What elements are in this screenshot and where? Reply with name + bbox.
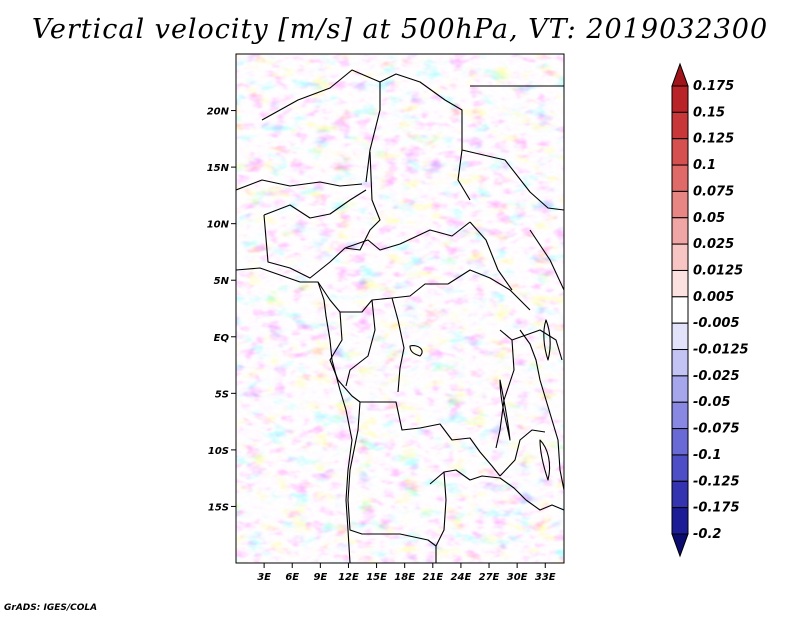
chart-title: Vertical velocity [m/s] at 500hPa, VT: 2… [31,14,769,45]
y-tick-label: 15S [208,502,229,513]
colorbar-cell [671,164,689,192]
colorbar-label: -0.125 [693,474,740,489]
map-panel [235,53,565,564]
colorbar-label: -0.05 [693,395,730,410]
colorbar-cell [671,85,689,113]
colorbar-label: 0.175 [693,79,734,94]
colorbar-cell [671,190,689,219]
y-tick-label: EQ [214,333,230,344]
colorbar-cell [671,401,689,430]
x-tick-label: 9E [313,572,327,583]
software-credit: GrADS: IGES/COLA [4,603,98,613]
x-tick-label: 24E [451,572,472,583]
colorbar-label: -0.005 [693,316,740,331]
colorbar-label: -0.2 [693,527,721,542]
colorbar-cell [671,62,689,87]
colorbar: 0.175 0.15 0.125 0.1 0.075 0.05 0.025 0.0125 0.0… [671,62,749,558]
colorbar-cell [671,138,689,166]
colorbar-label: 0.05 [693,211,725,226]
map-frame [235,53,565,564]
y-tick-label: 15N [207,163,230,174]
colorbar-label: 0.15 [693,105,725,120]
colorbar-cell [671,533,689,558]
x-tick-label: 3E [257,572,271,583]
x-tick-label: 30E [507,572,528,583]
x-tick-label: 12E [338,572,359,583]
colorbar-label: 0.125 [693,132,734,147]
colorbar-cell [671,322,689,351]
colorbar-label: -0.025 [693,369,740,384]
colorbar-label: 0.075 [693,184,734,199]
colorbar-label: 0.025 [693,237,734,252]
y-tick-label: 10S [208,446,229,457]
y-tick-label: 20N [207,107,230,118]
colorbar-cell [671,296,689,324]
x-tick-label: 6E [285,572,299,583]
x-tick-label: 18E [394,572,415,583]
colorbar-cell [671,269,689,298]
colorbar-cell [671,507,689,535]
colorbar-cell [671,480,689,509]
x-tick-label: 27E [479,572,500,583]
colorbar-cell [671,243,689,271]
x-tick-label: 15E [366,572,387,583]
colorbar-cell [671,349,689,377]
x-axis: 3E 6E 9E 12E 15E 18E 21E 24E 27E 30E 33E [257,563,556,583]
colorbar-label: 0.0125 [693,263,743,278]
colorbar-label: 0.005 [693,290,734,305]
y-tick-label: 5N [214,276,230,287]
colorbar-cell [671,428,689,456]
colorbar-label: -0.0125 [693,343,749,358]
colorbar-cell [671,217,689,245]
colorbar-cell [671,111,689,140]
y-axis: 20N 15N 10N 5N EQ 5S 10S 15S [207,107,236,513]
y-tick-label: 5S [215,389,229,400]
x-tick-label: 21E [422,572,443,583]
colorbar-cell [671,454,689,482]
colorbar-cell [671,375,689,403]
country-borders [236,69,564,563]
colorbar-label: 0.1 [693,158,716,173]
velocity-texture [236,54,564,563]
colorbar-label: -0.175 [693,501,740,516]
colorbar-label: -0.075 [693,422,740,437]
y-tick-label: 10N [207,220,230,231]
x-tick-label: 33E [535,572,556,583]
colorbar-label: -0.1 [693,448,721,463]
